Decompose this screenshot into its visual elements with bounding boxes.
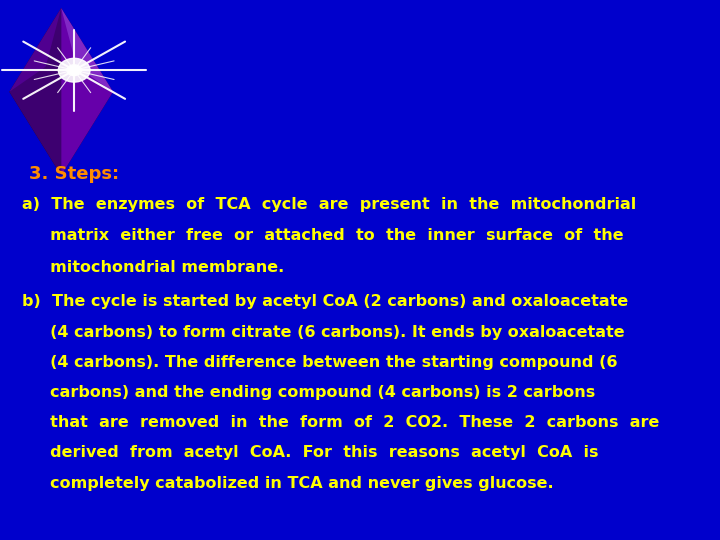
Text: matrix  either  free  or  attached  to  the  inner  surface  of  the: matrix either free or attached to the in… <box>22 228 624 244</box>
Polygon shape <box>9 8 113 176</box>
Text: carbons) and the ending compound (4 carbons) is 2 carbons: carbons) and the ending compound (4 carb… <box>22 385 595 400</box>
Text: 3. Steps:: 3. Steps: <box>29 165 119 183</box>
Text: derived  from  acetyl  CoA.  For  this  reasons  acetyl  CoA  is: derived from acetyl CoA. For this reason… <box>22 446 598 461</box>
Text: that  are  removed  in  the  form  of  2  CO2.  These  2  carbons  are: that are removed in the form of 2 CO2. T… <box>22 415 659 430</box>
Text: b)  The cycle is started by acetyl CoA (2 carbons) and oxaloacetate: b) The cycle is started by acetyl CoA (2… <box>22 294 628 309</box>
Polygon shape <box>9 8 61 92</box>
Polygon shape <box>61 8 113 92</box>
Polygon shape <box>61 8 113 176</box>
Text: mitochondrial membrane.: mitochondrial membrane. <box>22 260 284 275</box>
Text: completely catabolized in TCA and never gives glucose.: completely catabolized in TCA and never … <box>22 476 553 491</box>
Text: (4 carbons). The difference between the starting compound (6: (4 carbons). The difference between the … <box>22 355 617 370</box>
Circle shape <box>58 58 90 82</box>
Circle shape <box>67 65 81 76</box>
Text: a)  The  enzymes  of  TCA  cycle  are  present  in  the  mitochondrial: a) The enzymes of TCA cycle are present … <box>22 197 636 212</box>
Text: (4 carbons) to form citrate (6 carbons). It ends by oxaloacetate: (4 carbons) to form citrate (6 carbons).… <box>22 325 624 340</box>
Polygon shape <box>9 8 61 176</box>
